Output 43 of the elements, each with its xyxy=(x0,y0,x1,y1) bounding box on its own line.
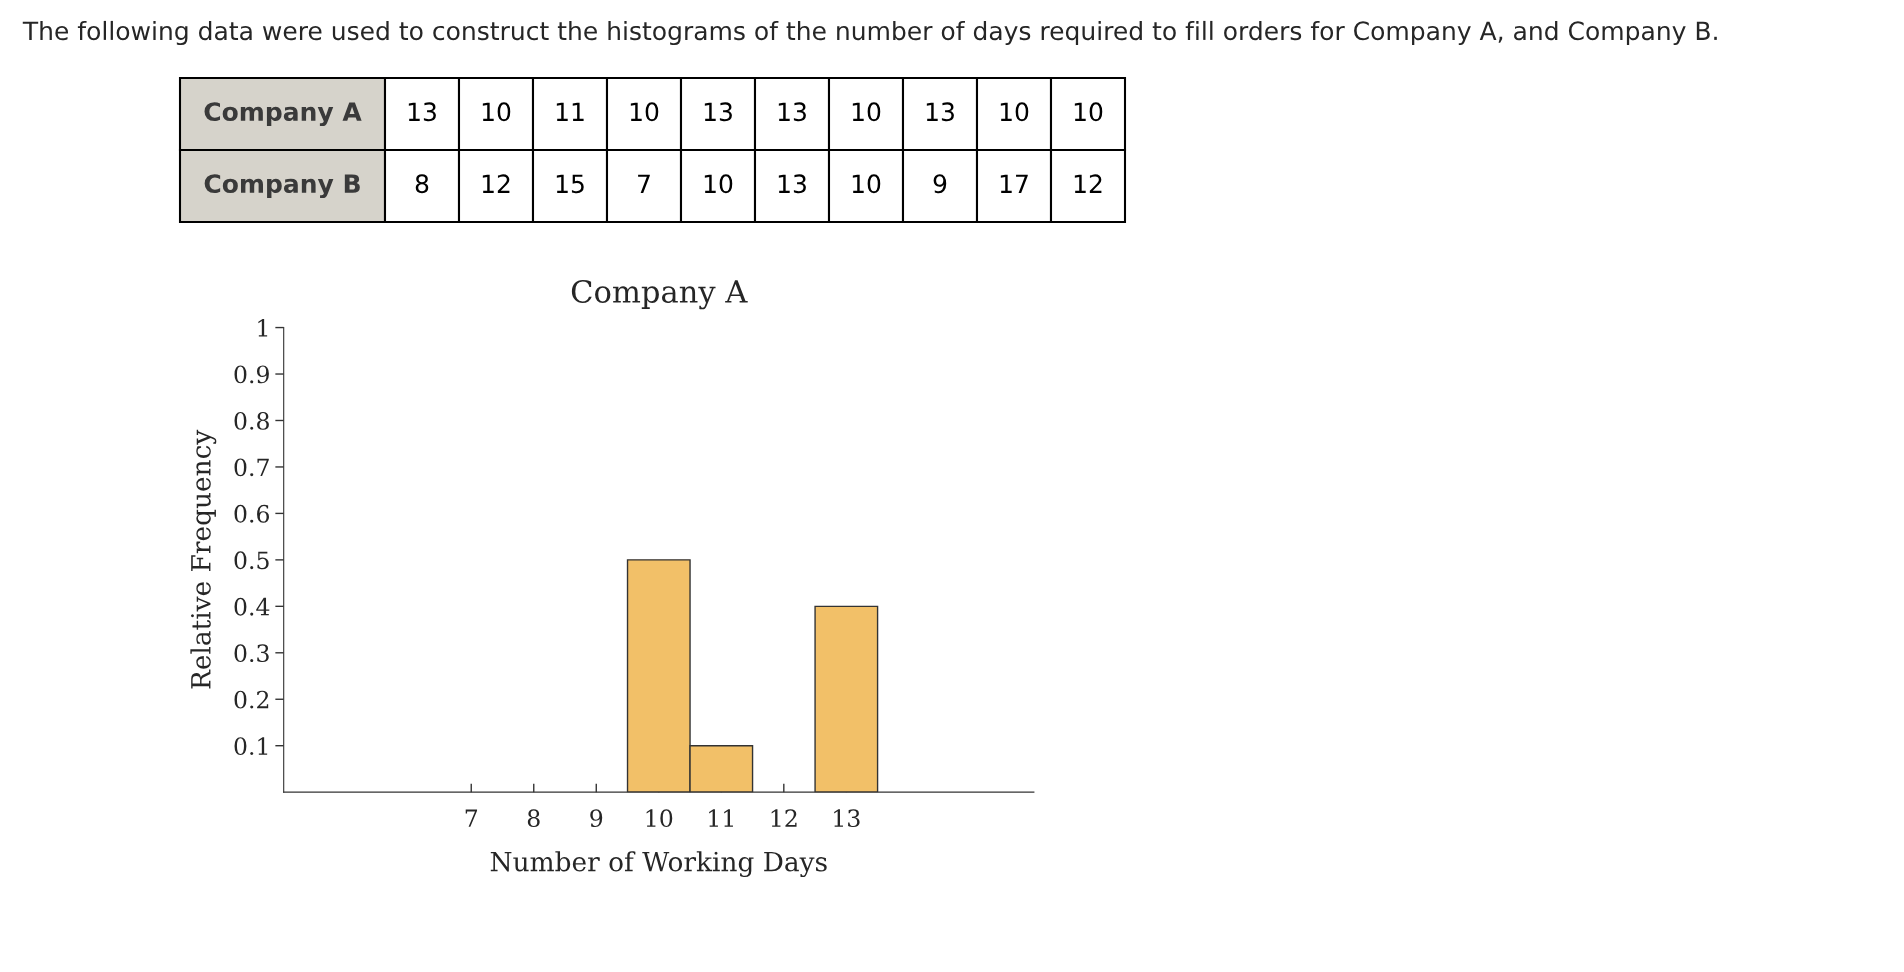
text: 10 xyxy=(1000,102,1029,122)
y-tick-label: 0.2 xyxy=(234,690,269,709)
x-tick-label: 12 xyxy=(771,809,797,827)
y-axis-title: Relative Frequency xyxy=(190,429,217,689)
text: 15 xyxy=(556,174,584,194)
y-tick-label: 0.6 xyxy=(234,504,270,523)
y-tick-label: 0.9 xyxy=(234,365,269,384)
x-tick-label: 13 xyxy=(834,809,860,828)
text: 13 xyxy=(704,102,732,122)
x-tick-label: 11 xyxy=(709,809,733,827)
text: 8 xyxy=(415,174,429,194)
text: 12 xyxy=(1074,174,1102,193)
x-axis-title: Number of Working Days xyxy=(490,851,827,878)
y-tick-label: 0.7 xyxy=(234,458,269,477)
text: 10 xyxy=(630,102,659,122)
y-tick-label: 0.3 xyxy=(234,644,269,663)
y-tick-label: 1 xyxy=(258,319,268,337)
text: 10 xyxy=(704,174,733,194)
text: 10 xyxy=(852,102,881,122)
text: Company A xyxy=(204,102,362,127)
text: 10 xyxy=(482,102,511,122)
y-tick-label: 0.8 xyxy=(234,411,269,430)
text: 13 xyxy=(408,102,436,122)
chart-title: Company A xyxy=(571,279,748,310)
x-tick-label: 7 xyxy=(465,809,478,827)
text: 11 xyxy=(556,102,584,121)
y-tick-label: 0.1 xyxy=(234,737,268,756)
x-tick-label: 8 xyxy=(527,809,540,828)
text: 13 xyxy=(926,102,954,122)
y-tick-label: 0.4 xyxy=(234,597,270,616)
text: 12 xyxy=(482,174,510,193)
text: 17 xyxy=(1000,174,1028,193)
text: 10 xyxy=(852,174,881,194)
text: Company B xyxy=(204,174,360,199)
x-tick-label: 9 xyxy=(590,809,603,828)
text: 9 xyxy=(933,174,947,194)
x-tick-label: 10 xyxy=(646,809,673,828)
text: 13 xyxy=(778,102,806,122)
y-tick-label: 0.5 xyxy=(234,551,269,570)
text: The following data were used to construct the histograms of the number of days required to fill orders for Company A, and Company B. xyxy=(22,20,1717,46)
text: 10 xyxy=(1074,102,1103,122)
text: 7 xyxy=(638,174,650,193)
text: 13 xyxy=(778,174,806,194)
